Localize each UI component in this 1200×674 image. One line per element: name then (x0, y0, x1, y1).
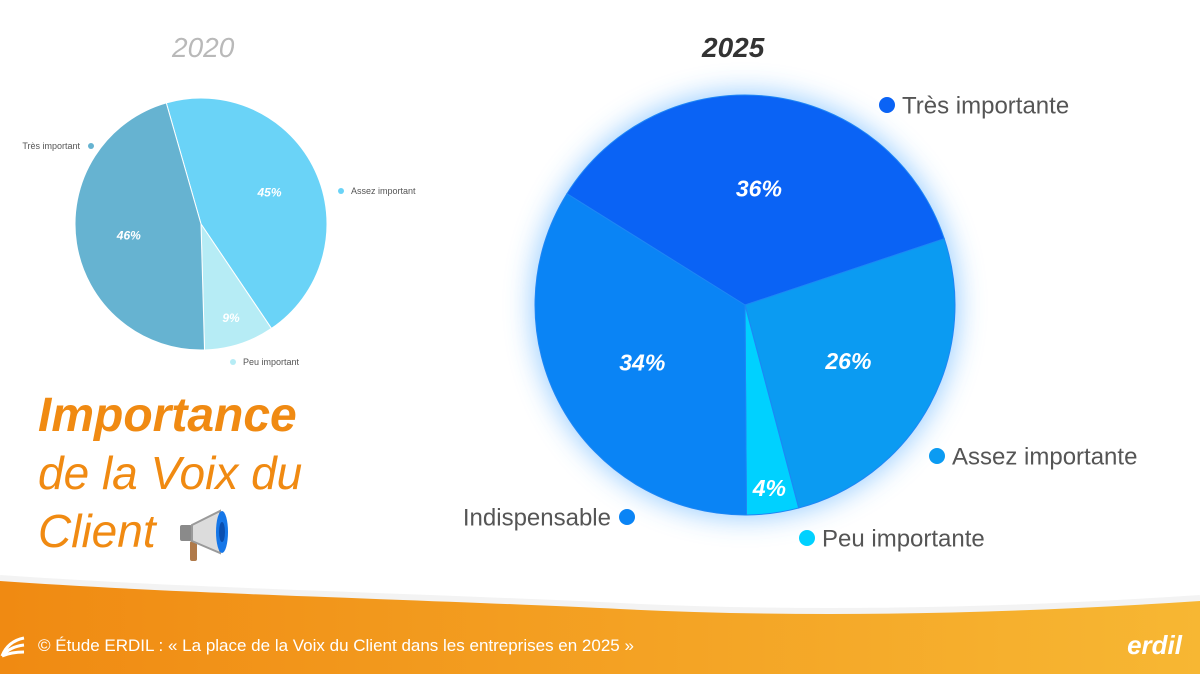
erdil-logo: erdil (1127, 630, 1182, 660)
legend-2025-tres-importante: Très importante (879, 92, 1069, 119)
chart-2025-title: 2025 (702, 32, 765, 63)
legend-2020-assez-important-text: Assez important (351, 186, 416, 196)
footer-citation: © Étude ERDIL : « La place de la Voix du… (38, 636, 634, 655)
legend-2020-tres-important-text: Très important (22, 141, 80, 151)
pie-2020-data-label-2: 46% (116, 228, 141, 242)
legends: Très important Assez important Peu importa… (22, 92, 1137, 552)
footer-wave-highlight (0, 575, 1200, 615)
footer-band (0, 578, 1200, 674)
legend-2025-peu-importante: Peu importante (799, 525, 985, 552)
pie-2025-data-label-0: 36% (736, 175, 782, 201)
legend-2020-assez-important-marker (338, 188, 344, 194)
pie-2020-slice-0 (165, 97, 328, 330)
pie-2020-data-label-1: 9% (222, 311, 240, 325)
pie-2020-data-label-0: 45% (256, 185, 281, 199)
legend-2025-indispensable-text: Indispensable (463, 504, 611, 531)
legend-2020-assez-important: Assez important (338, 186, 416, 196)
pie-2025-data-label-2: 4% (752, 475, 786, 501)
legend-2025-tres-importante-text: Très importante (902, 92, 1069, 119)
title-sub-1: de la Voix du (38, 447, 303, 499)
legend-2025-indispensable-marker (619, 509, 635, 525)
title-main: Importance (38, 389, 297, 442)
legend-2020-peu-important-text: Peu important (243, 357, 300, 367)
title-sub-2-text: Client (38, 505, 156, 557)
pie-2025-slice-1 (744, 238, 956, 509)
legend-2020-tres-important-marker (88, 143, 94, 149)
pie-2025-slice-3 (534, 193, 747, 516)
legend-2025-indispensable: Indispensable (463, 504, 635, 531)
legend-2020-peu-important: Peu important (230, 357, 300, 367)
legend-2025-peu-importante-marker (799, 530, 815, 546)
chart-2020-title: 2020 (172, 32, 235, 63)
pie-2025: 36% 26% 4% 34% (534, 94, 956, 516)
legend-2025-tres-importante-marker (879, 97, 895, 113)
pie-2020: 45% 9% 46% (74, 97, 328, 351)
pie-2025-data-label-1: 26% (824, 348, 871, 374)
pie-2020-slice-2 (74, 102, 206, 351)
title-sub-2: Client (38, 502, 398, 563)
legend-2020-tres-important: Très important (22, 141, 94, 151)
pie-2025-data-label-3: 34% (619, 349, 665, 375)
legend-2025-assez-importante-marker (929, 448, 945, 464)
legend-2020-peu-important-marker (230, 359, 236, 365)
legend-2025-assez-importante-text: Assez importante (952, 443, 1137, 470)
title-block: Importance de la Voix du Client (38, 388, 398, 563)
legend-2025-peu-importante-text: Peu importante (822, 525, 985, 552)
erdil-logo-icon (0, 636, 25, 658)
megaphone-icon (180, 509, 229, 561)
legend-2025-assez-importante: Assez importante (929, 443, 1137, 470)
